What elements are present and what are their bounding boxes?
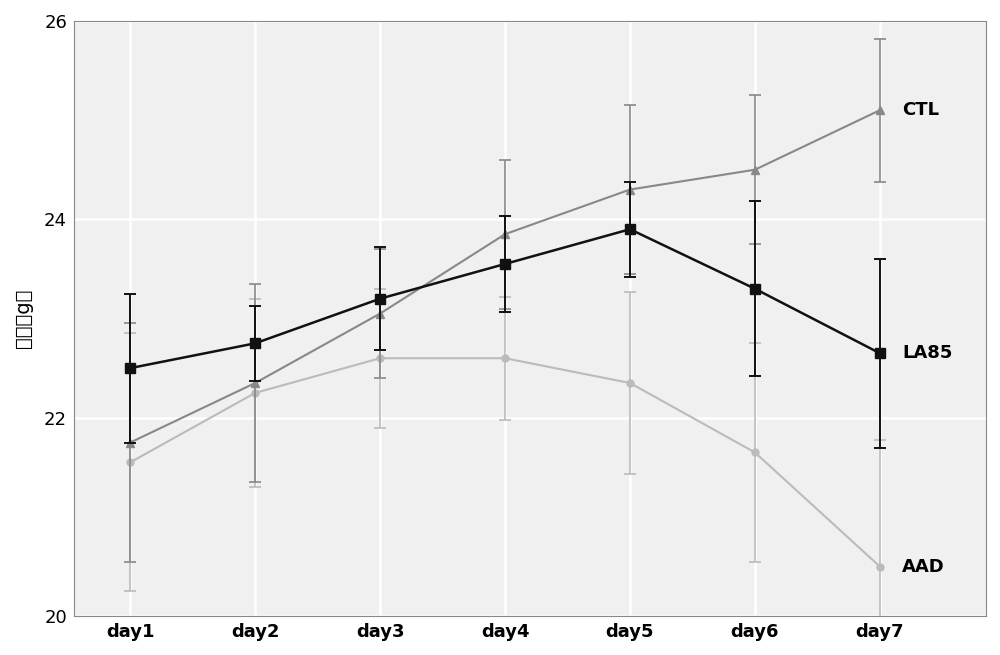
Text: CTL: CTL (902, 101, 939, 119)
Text: LA85: LA85 (902, 345, 953, 362)
Y-axis label: 体重（g）: 体重（g） (14, 289, 33, 348)
Text: AAD: AAD (902, 557, 945, 576)
